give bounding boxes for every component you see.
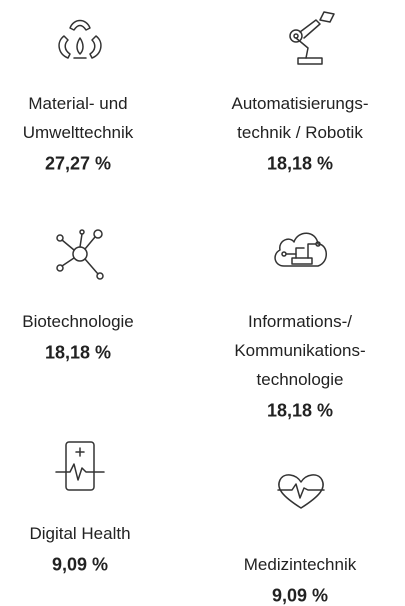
item-label: Kommunikations-: [234, 341, 366, 360]
item-value: 9,09 %: [271, 585, 329, 606]
item-value: 18,18 %: [44, 342, 112, 363]
item-label: Informations-/: [248, 312, 352, 331]
item-label: Biotechnologie: [22, 312, 134, 331]
network-icon: [56, 229, 104, 280]
item-label: Automatisierungs-: [231, 94, 369, 113]
phone-icon: [55, 441, 105, 491]
item-label: technik / Robotik: [237, 123, 363, 142]
item-value: 18,18 %: [266, 153, 334, 174]
item-value: 18,18 %: [266, 400, 334, 421]
item-label: Umwelttechnik: [22, 123, 134, 142]
item-value: 27,27 %: [44, 153, 112, 174]
leaf-icon: [58, 19, 102, 59]
item-label: Digital Health: [29, 524, 131, 543]
robot-icon: [289, 11, 335, 65]
item-value: 9,09 %: [51, 554, 109, 575]
item-label: Material- und: [28, 94, 128, 113]
item-label: Medizintechnik: [243, 555, 357, 574]
item-label: technologie: [256, 370, 344, 389]
cloud-icon: [274, 232, 327, 267]
heart-icon: [277, 474, 325, 509]
